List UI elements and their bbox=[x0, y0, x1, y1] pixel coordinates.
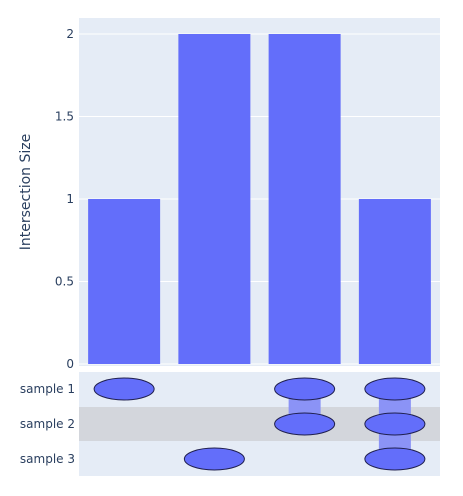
matrix-dot bbox=[183, 447, 245, 471]
matrix-dot bbox=[274, 412, 336, 436]
bar bbox=[268, 34, 341, 364]
set-label: sample 3 bbox=[20, 452, 75, 466]
matrix-dots bbox=[93, 377, 426, 471]
y-tick-label: 2 bbox=[66, 27, 74, 41]
matrix-dot bbox=[364, 412, 426, 436]
bar bbox=[178, 34, 251, 364]
y-tick-label: 0 bbox=[66, 357, 74, 371]
y-tick-label: 0.5 bbox=[55, 275, 74, 289]
y-tick-label: 1 bbox=[66, 192, 74, 206]
matrix-dot bbox=[364, 447, 426, 471]
matrix-dot bbox=[274, 377, 336, 401]
y-axis-title: Intersection Size bbox=[18, 134, 34, 250]
y-tick-label: 1.5 bbox=[55, 110, 74, 124]
set-label: sample 2 bbox=[20, 417, 75, 431]
bar bbox=[88, 199, 161, 364]
y-tick-labels: 0 0.5 1 1.5 2 bbox=[55, 27, 74, 371]
set-labels: sample 1 sample 2 sample 3 bbox=[20, 382, 75, 466]
bars bbox=[88, 34, 431, 364]
bar bbox=[358, 199, 431, 364]
matrix-dot bbox=[93, 377, 155, 401]
set-label: sample 1 bbox=[20, 382, 75, 396]
matrix-dot bbox=[364, 377, 426, 401]
